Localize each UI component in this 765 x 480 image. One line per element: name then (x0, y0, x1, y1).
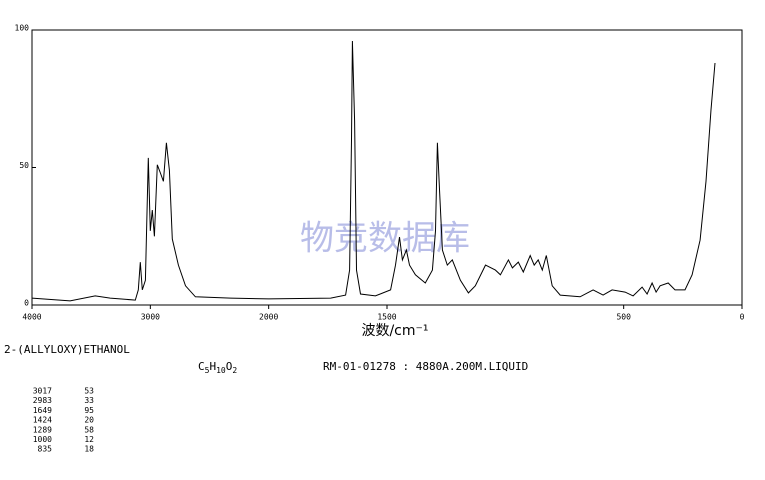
peak-intensity: 20 (84, 416, 94, 425)
x-tick-label: 500 (616, 313, 631, 322)
formula: C5H10O2 (198, 360, 237, 375)
peak-wavenumber: 835 (38, 445, 53, 454)
watermark: 物竞数据库 (300, 219, 470, 259)
sample-info: RM-01-01278 : 4880A.200M.LIQUID (323, 360, 528, 373)
x-tick-label: 0 (740, 313, 745, 322)
peak-wavenumber: 3017 (33, 387, 52, 396)
peak-intensity: 12 (84, 435, 94, 444)
peak-intensity: 18 (84, 445, 94, 454)
peak-intensity: 53 (84, 387, 94, 396)
y-tick-label: 50 (19, 161, 29, 170)
x-axis-label: 波数/cm⁻¹ (361, 323, 428, 339)
x-tick-label: 4000 (22, 313, 41, 322)
compound-name: 2-(ALLYLOXY)ETHANOL (4, 343, 130, 356)
x-tick-label: 3000 (141, 313, 160, 322)
plot-frame (31, 29, 743, 306)
peak-wavenumber: 1424 (33, 416, 52, 425)
y-tick-label: 100 (15, 24, 30, 33)
peak-intensity: 58 (84, 425, 94, 434)
x-tick-label: 1500 (377, 313, 396, 322)
y-tick-label: 0 (24, 299, 29, 308)
spectrum-line (31, 40, 716, 302)
peak-wavenumber: 2983 (33, 396, 52, 405)
peak-wavenumber: 1289 (33, 425, 52, 434)
peak-intensity: 95 (84, 406, 94, 415)
peak-intensity: 33 (84, 396, 94, 405)
x-tick-label: 2000 (259, 313, 278, 322)
peak-wavenumber: 1649 (33, 406, 52, 415)
peak-wavenumber: 1000 (33, 435, 52, 444)
